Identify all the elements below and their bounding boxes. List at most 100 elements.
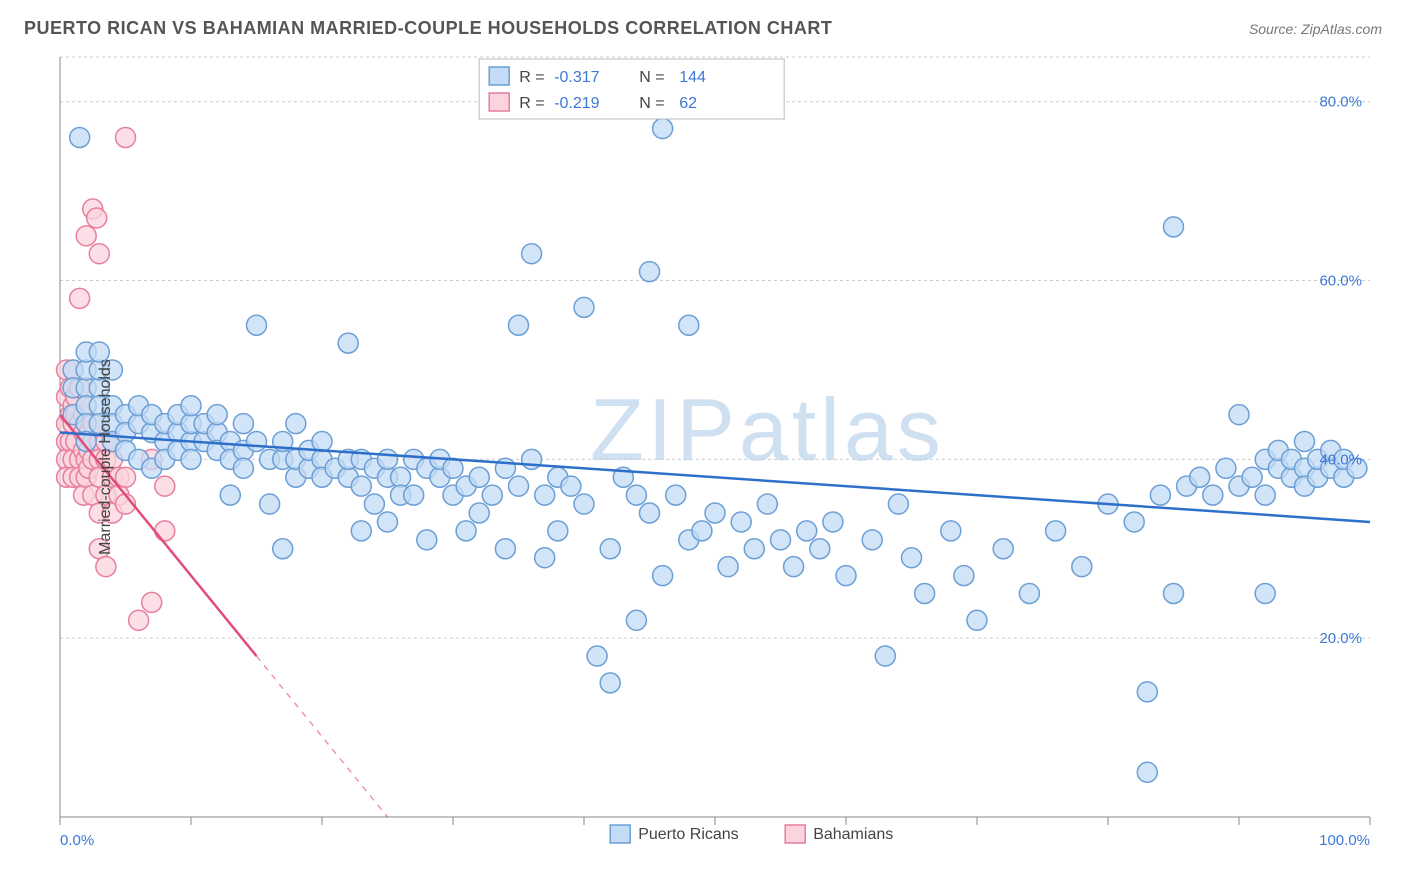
scatter-point bbox=[417, 530, 437, 550]
scatter-point bbox=[1072, 557, 1092, 577]
scatter-point bbox=[535, 485, 555, 505]
scatter-point bbox=[587, 646, 607, 666]
y-tick-label: 20.0% bbox=[1319, 630, 1362, 647]
y-tick-label: 60.0% bbox=[1319, 273, 1362, 290]
scatter-point bbox=[888, 494, 908, 514]
scatter-point bbox=[273, 539, 293, 559]
scatter-point bbox=[351, 476, 371, 496]
scatter-point bbox=[535, 548, 555, 568]
legend-n-label: N = bbox=[639, 69, 664, 86]
scatter-point bbox=[286, 414, 306, 434]
legend-n-label: N = bbox=[639, 95, 664, 112]
scatter-point bbox=[1124, 512, 1144, 532]
scatter-point bbox=[89, 244, 109, 264]
scatter-point bbox=[1255, 485, 1275, 505]
scatter-point bbox=[247, 315, 267, 335]
scatter-point bbox=[378, 512, 398, 532]
scatter-point bbox=[757, 494, 777, 514]
chart-title: PUERTO RICAN VS BAHAMIAN MARRIED-COUPLE … bbox=[24, 18, 832, 39]
scatter-point bbox=[548, 521, 568, 541]
scatter-point bbox=[364, 494, 384, 514]
legend-r-label: R = bbox=[519, 95, 544, 112]
scatter-point bbox=[993, 539, 1013, 559]
scatter-point bbox=[797, 521, 817, 541]
scatter-point bbox=[338, 333, 358, 353]
scatter-point bbox=[653, 566, 673, 586]
scatter-point bbox=[1164, 217, 1184, 237]
scatter-point bbox=[142, 592, 162, 612]
scatter-point bbox=[784, 557, 804, 577]
scatter-point bbox=[653, 119, 673, 139]
scatter-point bbox=[1203, 485, 1223, 505]
scatter-point bbox=[351, 521, 371, 541]
scatter-point bbox=[207, 405, 227, 425]
legend-n-value: 144 bbox=[679, 69, 706, 86]
legend-series-label: Puerto Ricans bbox=[638, 826, 739, 843]
scatter-point bbox=[391, 467, 411, 487]
scatter-point bbox=[862, 530, 882, 550]
scatter-point bbox=[1242, 467, 1262, 487]
scatter-point bbox=[70, 288, 90, 308]
scatter-point bbox=[1295, 431, 1315, 451]
y-tick-label: 40.0% bbox=[1319, 451, 1362, 468]
scatter-point bbox=[1019, 583, 1039, 603]
scatter-point bbox=[181, 449, 201, 469]
scatter-point bbox=[509, 476, 529, 496]
scatter-point bbox=[954, 566, 974, 586]
scatter-point bbox=[967, 610, 987, 630]
regression-line-extrapolated bbox=[257, 656, 388, 817]
scatter-point bbox=[220, 485, 240, 505]
scatter-point bbox=[810, 539, 830, 559]
scatter-point bbox=[823, 512, 843, 532]
legend-swatch bbox=[489, 67, 509, 85]
scatter-point bbox=[640, 503, 660, 523]
scatter-point bbox=[744, 539, 764, 559]
scatter-point bbox=[771, 530, 791, 550]
scatter-point bbox=[600, 673, 620, 693]
scatter-point bbox=[247, 431, 267, 451]
x-tick-label: 0.0% bbox=[60, 832, 94, 849]
scatter-point bbox=[1137, 682, 1157, 702]
scatter-point bbox=[260, 494, 280, 514]
scatter-point bbox=[1216, 458, 1236, 478]
scatter-point bbox=[312, 431, 332, 451]
legend-swatch bbox=[610, 825, 630, 843]
scatter-point bbox=[116, 467, 136, 487]
scatter-point bbox=[129, 610, 149, 630]
scatter-point bbox=[70, 127, 90, 147]
scatter-point bbox=[469, 467, 489, 487]
legend-n-value: 62 bbox=[679, 95, 697, 112]
scatter-point bbox=[469, 503, 489, 523]
scatter-point bbox=[902, 548, 922, 568]
scatter-point bbox=[456, 521, 476, 541]
legend-swatch bbox=[489, 93, 509, 111]
scatter-point bbox=[1190, 467, 1210, 487]
scatter-point bbox=[875, 646, 895, 666]
scatter-point bbox=[561, 476, 581, 496]
scatter-point bbox=[915, 583, 935, 603]
scatter-point bbox=[705, 503, 725, 523]
x-tick-label: 100.0% bbox=[1319, 832, 1370, 849]
scatter-point bbox=[640, 262, 660, 282]
scatter-point bbox=[941, 521, 961, 541]
correlation-scatter-chart: ZIPatlas20.0%40.0%60.0%80.0%0.0%100.0%R … bbox=[0, 47, 1406, 867]
scatter-point bbox=[96, 557, 116, 577]
legend-r-value: -0.219 bbox=[554, 95, 599, 112]
scatter-point bbox=[87, 208, 107, 228]
scatter-point bbox=[679, 315, 699, 335]
scatter-point bbox=[1255, 583, 1275, 603]
scatter-point bbox=[600, 539, 620, 559]
scatter-point bbox=[509, 315, 529, 335]
scatter-point bbox=[1229, 405, 1249, 425]
scatter-point bbox=[495, 539, 515, 559]
scatter-point bbox=[181, 396, 201, 416]
scatter-point bbox=[731, 512, 751, 532]
scatter-point bbox=[1137, 762, 1157, 782]
scatter-point bbox=[482, 485, 502, 505]
scatter-point bbox=[155, 521, 175, 541]
y-tick-label: 80.0% bbox=[1319, 94, 1362, 111]
source-attribution: Source: ZipAtlas.com bbox=[1249, 21, 1382, 37]
scatter-point bbox=[233, 414, 253, 434]
scatter-point bbox=[626, 610, 646, 630]
scatter-point bbox=[1150, 485, 1170, 505]
